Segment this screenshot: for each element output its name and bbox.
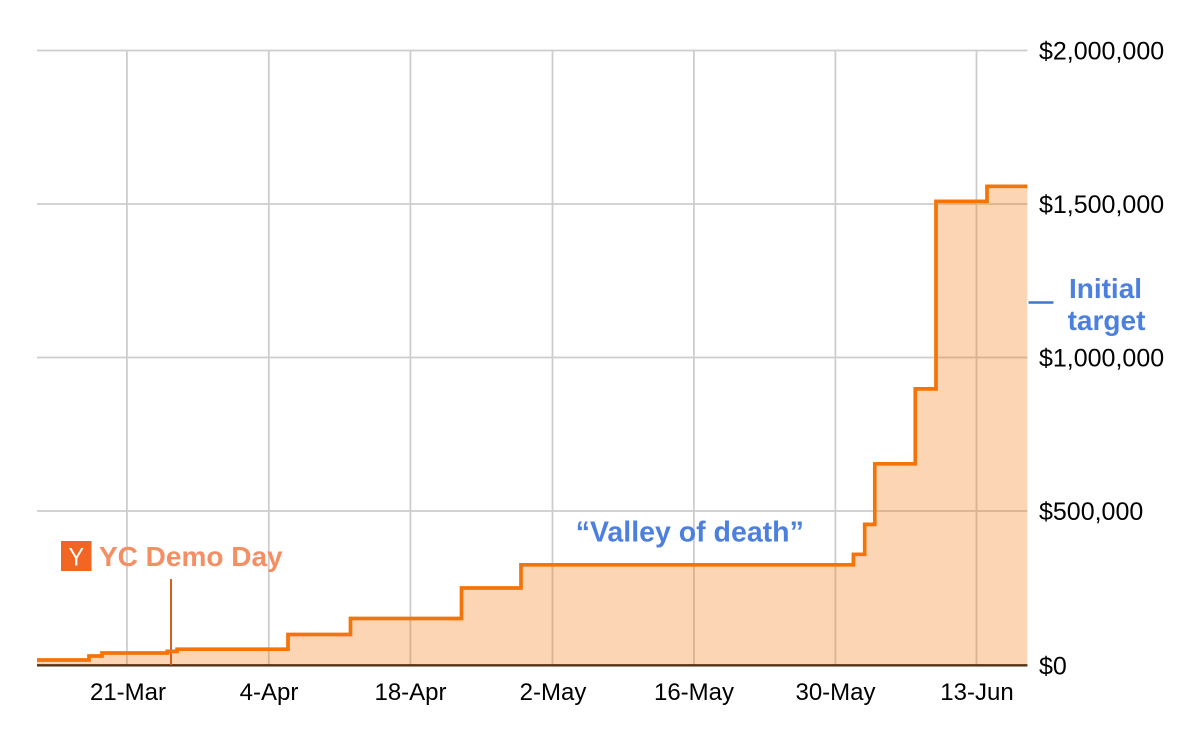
svg-text:Initial: Initial [1069, 273, 1142, 304]
svg-text:$500,000: $500,000 [1039, 498, 1143, 526]
svg-text:21-Mar: 21-Mar [90, 679, 166, 706]
svg-text:“Valley of death”: “Valley of death” [576, 517, 804, 549]
svg-text:18-Apr: 18-Apr [374, 679, 446, 706]
svg-text:YC Demo Day: YC Demo Day [99, 541, 283, 572]
svg-text:4-Apr: 4-Apr [240, 679, 299, 706]
svg-text:30-May: 30-May [795, 679, 875, 706]
svg-text:2-May: 2-May [520, 679, 587, 706]
svg-text:$1,000,000: $1,000,000 [1039, 345, 1164, 373]
svg-text:16-May: 16-May [654, 679, 734, 706]
svg-text:Y: Y [69, 544, 85, 572]
svg-text:$0: $0 [1039, 653, 1067, 681]
svg-text:$2,000,000: $2,000,000 [1039, 38, 1164, 66]
svg-text:13-Jun: 13-Jun [940, 679, 1013, 706]
svg-text:$1,500,000: $1,500,000 [1039, 191, 1164, 219]
svg-text:target: target [1068, 305, 1146, 336]
